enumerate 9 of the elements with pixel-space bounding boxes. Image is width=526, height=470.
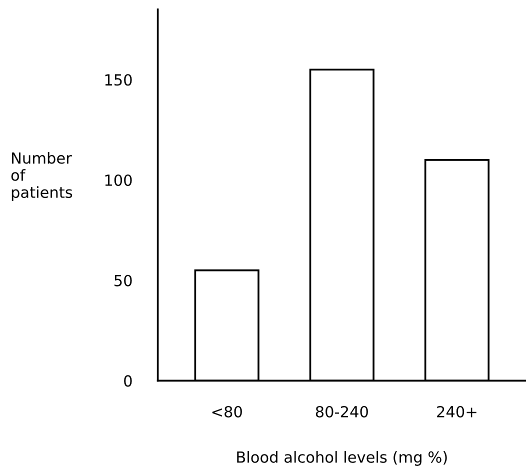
x-tick-label: 240+ bbox=[437, 406, 476, 418]
x-axis-title: Blood alcohol levels (mg %) bbox=[237, 451, 447, 466]
y-axis-title: Number of patients bbox=[11, 152, 72, 201]
x-tick-label: 80-240 bbox=[316, 406, 368, 418]
x-tick-label: <80 bbox=[212, 406, 242, 418]
y-tick-label: 150 bbox=[105, 74, 132, 86]
y-tick-label: 0 bbox=[124, 375, 132, 387]
y-tick-label: 50 bbox=[114, 274, 132, 286]
y-tick-label: 100 bbox=[105, 174, 132, 186]
